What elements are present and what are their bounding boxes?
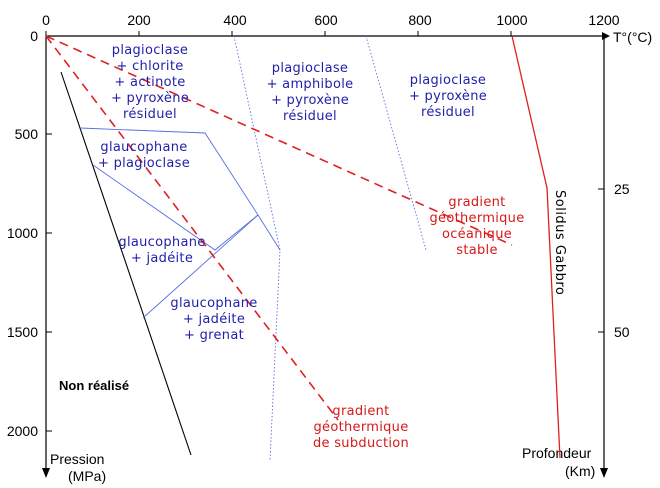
svg-text:+ jadéite: + jadéite xyxy=(183,312,245,327)
svg-text:stable: stable xyxy=(456,243,498,258)
left-axis-arrow xyxy=(42,468,50,478)
non-realise-label: Non réalisé xyxy=(59,378,129,393)
svg-text:plagioclase: plagioclase xyxy=(272,61,348,76)
svg-text:+ pyroxène: + pyroxène xyxy=(409,89,487,104)
svg-text:résiduel: résiduel xyxy=(123,107,177,122)
temp-tick-800: 800 xyxy=(408,12,432,28)
pressure-origin-label: 0 xyxy=(30,28,38,44)
facies-label-f4: glaucophane + plagioclase xyxy=(98,140,190,171)
temp-tick-0: 0 xyxy=(42,12,50,28)
boundary-glaucophane-top xyxy=(79,127,281,251)
pressure-tick-500: 500 xyxy=(15,126,39,142)
svg-text:glaucophane: glaucophane xyxy=(118,235,205,250)
temp-tick-600: 600 xyxy=(314,12,338,28)
temp-tick-200: 200 xyxy=(127,12,151,28)
depth-tick-25: 25 xyxy=(614,181,630,197)
boundary-jadeite-grenat xyxy=(142,214,259,319)
facies-label-f3: plagioclase + pyroxène résiduel xyxy=(409,73,487,120)
subduction-gradient-line xyxy=(45,35,339,421)
temperature-tick-marks xyxy=(45,31,512,36)
pressure-axis-unit: (MPa) xyxy=(68,468,106,484)
svg-text:glaucophane: glaucophane xyxy=(100,140,187,155)
svg-text:+ grenat: + grenat xyxy=(184,328,244,343)
temp-tick-400: 400 xyxy=(223,12,247,28)
svg-text:+ pyroxène: + pyroxène xyxy=(111,91,189,106)
svg-text:+ actinote: + actinote xyxy=(114,75,185,90)
facies-boundaries xyxy=(79,35,427,461)
svg-text:gradient: gradient xyxy=(332,404,389,419)
svg-text:glaucophane: glaucophane xyxy=(170,296,257,311)
temp-tick-1200: 1200 xyxy=(588,12,619,28)
svg-text:+ plagioclase: + plagioclase xyxy=(98,156,190,171)
right-axis-arrow xyxy=(600,468,608,478)
pressure-axis-label: Pression xyxy=(50,451,104,467)
solidus-gabbro-line xyxy=(511,35,561,459)
subduction-gradient-label: gradient géothermique de subduction xyxy=(313,404,409,451)
pressure-tick-marks xyxy=(46,133,52,432)
temp-tick-1000: 1000 xyxy=(496,12,527,28)
svg-text:résiduel: résiduel xyxy=(283,109,337,124)
temperature-unit-label: T°(°C) xyxy=(613,29,652,45)
svg-text:+ pyroxène: + pyroxène xyxy=(271,93,349,108)
pressure-tick-2000: 2000 xyxy=(7,423,38,439)
non-realised-boundary-line xyxy=(60,71,192,456)
depth-axis-label: Profondeur xyxy=(522,445,592,461)
svg-text:océanique: océanique xyxy=(442,227,512,242)
svg-text:+ jadéite: + jadéite xyxy=(131,251,193,266)
depth-axis-unit: (Km) xyxy=(565,463,595,479)
svg-text:résiduel: résiduel xyxy=(421,105,475,120)
svg-text:gradient: gradient xyxy=(448,195,505,210)
facies-label-f1: plagioclase + chlorite + actinote + pyro… xyxy=(111,43,189,122)
facies-label-f2: plagioclase + amphibole + pyroxène résid… xyxy=(267,61,354,124)
svg-text:plagioclase: plagioclase xyxy=(410,73,486,88)
svg-text:plagioclase: plagioclase xyxy=(112,43,188,58)
boundary-glaucophane-jadeite xyxy=(92,164,259,251)
svg-text:géothermique: géothermique xyxy=(313,420,408,435)
oceanic-gradient-label: gradient géothermique océanique stable xyxy=(429,195,524,258)
boundary-f2-f3 xyxy=(365,35,427,251)
top-axis-arrow xyxy=(602,32,610,40)
depth-tick-marks xyxy=(598,188,604,333)
pressure-tick-1000: 1000 xyxy=(7,225,38,241)
depth-tick-50: 50 xyxy=(614,324,630,340)
solidus-gabbro-label: Solidus Gabbro xyxy=(552,190,567,295)
svg-text:+ amphibole: + amphibole xyxy=(267,77,354,92)
svg-text:+ chlorite: + chlorite xyxy=(116,59,183,74)
pressure-tick-1500: 1500 xyxy=(7,324,38,340)
facies-label-f6: glaucophane + jadéite + grenat xyxy=(170,296,257,343)
svg-text:géothermique: géothermique xyxy=(429,211,524,226)
oceanic-gradient-line xyxy=(45,35,513,246)
svg-text:de subduction: de subduction xyxy=(313,436,409,451)
facies-label-f5: glaucophane + jadéite xyxy=(118,235,205,266)
